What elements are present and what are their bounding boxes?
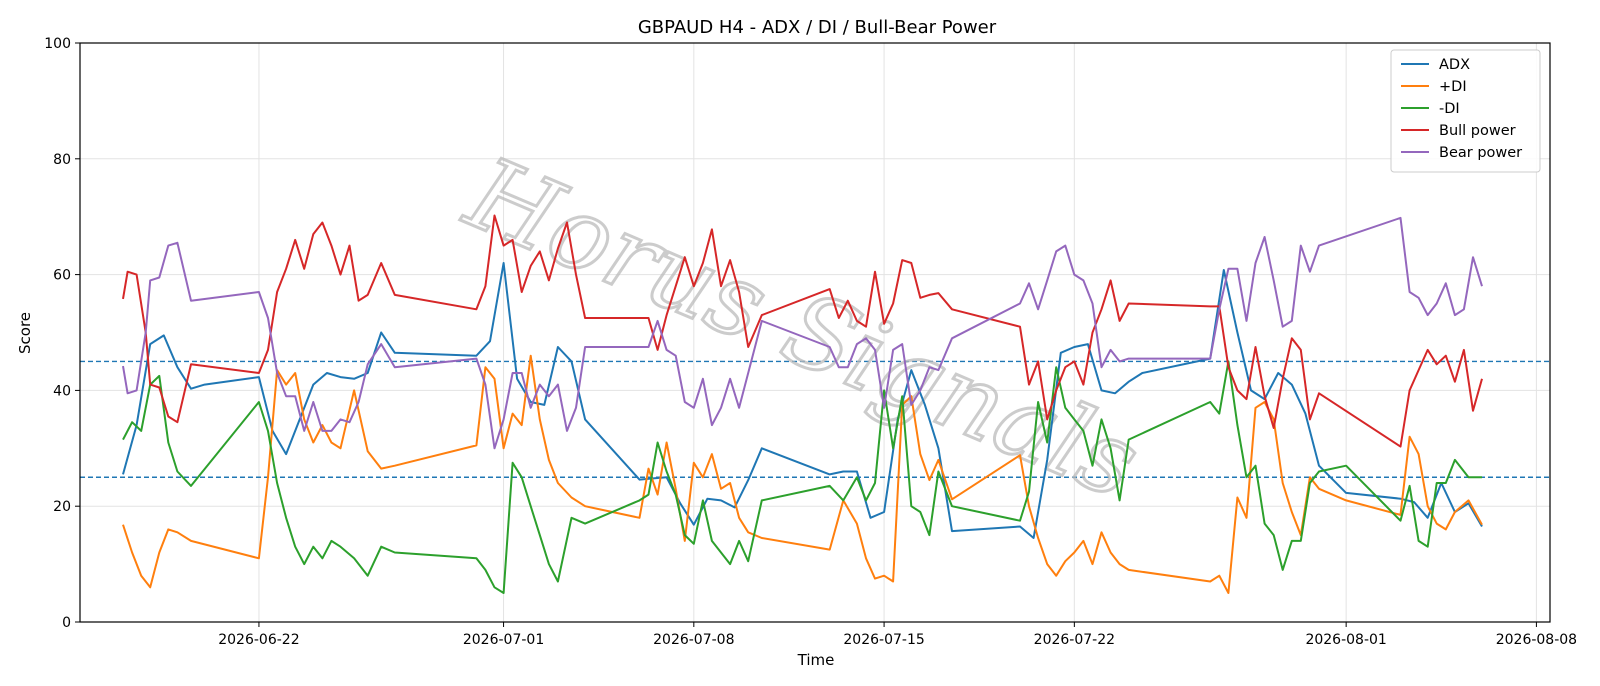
plot-frame <box>79 42 1551 623</box>
series-line--di <box>122 360 1482 594</box>
x-tick-label: 2026-07-01 <box>463 632 544 648</box>
x-tick-label: 2026-06-22 <box>218 632 299 648</box>
x-tick-label: 2026-07-15 <box>843 632 924 648</box>
y-axis-label: Score <box>16 312 34 354</box>
legend: ADX +DI -DI Bull power Bear power <box>1390 49 1541 173</box>
series-lines <box>122 214 1483 594</box>
legend-label: +DI <box>1439 79 1467 95</box>
x-tick-label: 2026-07-22 <box>1034 632 1115 648</box>
legend-label: Bear power <box>1439 145 1522 161</box>
legend-box <box>1390 49 1541 173</box>
y-tick-label: 0 <box>62 615 71 631</box>
legend-label: Bull power <box>1439 123 1516 139</box>
x-tick-label: 2026-08-01 <box>1305 632 1386 648</box>
chart-title: GBPAUD H4 - ADX / DI / Bull-Bear Power <box>638 17 997 38</box>
y-axis-ticks: 0 20 40 60 80 100 <box>44 36 80 631</box>
x-axis-label: Time <box>797 651 835 669</box>
x-axis-ticks: 2026-06-22 2026-07-01 2026-07-08 2026-07-15… <box>218 622 1577 648</box>
x-tick-label: 2026-08-08 <box>1496 632 1577 648</box>
y-tick-label: 100 <box>44 36 71 52</box>
series-line-bear-power <box>122 216 1483 450</box>
x-tick-label: 2026-07-08 <box>653 632 734 648</box>
legend-label: -DI <box>1439 101 1460 117</box>
legend-label: ADX <box>1439 57 1470 73</box>
series-line-bull-power <box>122 214 1483 448</box>
series-line--di <box>122 354 1483 594</box>
reference-lines <box>80 360 1550 478</box>
y-tick-label: 80 <box>53 152 71 168</box>
series-line-adx <box>122 262 1483 539</box>
y-tick-label: 20 <box>53 499 71 515</box>
y-tick-label: 60 <box>53 268 71 284</box>
y-tick-label: 40 <box>53 383 71 399</box>
